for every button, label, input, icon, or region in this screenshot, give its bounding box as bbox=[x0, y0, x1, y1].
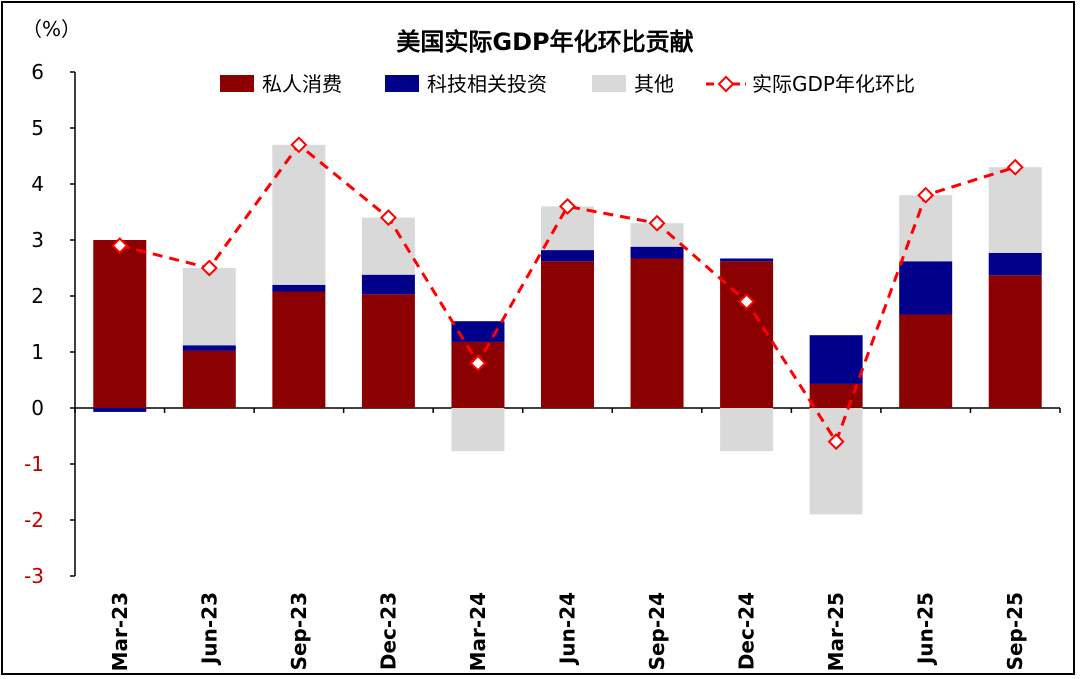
bar-other bbox=[899, 195, 953, 262]
gdp-point bbox=[1006, 158, 1024, 176]
chart-title: 美国实际GDP年化环比贡献 bbox=[396, 28, 693, 56]
legend-label-other: 其他 bbox=[634, 72, 674, 96]
bar-other bbox=[988, 167, 1042, 253]
x-tick-label: Sep-23 bbox=[287, 592, 311, 670]
x-tick-label: Sep-25 bbox=[1003, 592, 1027, 670]
y-tick-label: -2 bbox=[24, 508, 44, 532]
y-tick-label: 3 bbox=[31, 228, 44, 252]
bar-other bbox=[451, 408, 505, 452]
gdp-point bbox=[200, 259, 218, 277]
bar-private-consumption bbox=[541, 261, 594, 408]
y-tick-label: -1 bbox=[24, 452, 44, 476]
x-tick-label: Jun-23 bbox=[197, 592, 221, 666]
x-tick-label: Mar-25 bbox=[824, 592, 848, 671]
gdp-point bbox=[559, 197, 576, 215]
x-tick-label: Sep-24 bbox=[645, 592, 669, 670]
bar-private-consumption bbox=[720, 261, 774, 408]
x-tick-labels: Mar-23 Jun-23 Sep-23 Dec-23 Mar-24 Jun-24 Sep-… bbox=[108, 592, 1027, 671]
gdp-point bbox=[917, 186, 935, 204]
bar-private-consumption bbox=[93, 240, 147, 408]
y-tick-label: 2 bbox=[31, 284, 44, 308]
bar-other bbox=[720, 408, 774, 452]
bar-private-consumption bbox=[451, 341, 505, 408]
legend-marker-gdp bbox=[717, 75, 735, 93]
bar-tech-investment bbox=[809, 335, 863, 384]
bar-private-consumption bbox=[809, 383, 863, 408]
bar-tech-investment bbox=[630, 246, 684, 259]
x-tick-label: Dec-23 bbox=[376, 592, 400, 670]
bar-tech-investment bbox=[272, 284, 326, 292]
bar-other bbox=[630, 223, 684, 247]
bar-other bbox=[272, 144, 326, 285]
legend-label-gdp: 实际GDP年化环比 bbox=[752, 72, 915, 96]
x-tick-label: Mar-24 bbox=[466, 592, 490, 671]
legend: 私人消费 科技相关投资 其他 实际GDP年化环比 bbox=[220, 72, 915, 96]
legend-label-tech-investment: 科技相关投资 bbox=[427, 72, 547, 96]
bar-tech-investment bbox=[93, 408, 147, 412]
x-tick-label: Mar-23 bbox=[108, 592, 132, 671]
legend-swatch-private-consumption bbox=[220, 75, 254, 92]
bar-tech-investment bbox=[182, 345, 236, 351]
bar-tech-investment bbox=[899, 261, 953, 315]
gdp-point bbox=[827, 433, 845, 451]
bar-private-consumption bbox=[988, 275, 1042, 408]
bar-tech-investment bbox=[541, 250, 594, 262]
gdp-point bbox=[290, 136, 308, 154]
y-tick-label: -3 bbox=[24, 564, 44, 588]
bar-other bbox=[809, 408, 863, 515]
bar-tech-investment bbox=[451, 321, 505, 342]
y-tick-label: 1 bbox=[31, 340, 44, 364]
x-tick-label: Jun-25 bbox=[914, 592, 938, 666]
gdp-point bbox=[648, 214, 666, 232]
gdp-line bbox=[119, 142, 1016, 445]
bars bbox=[93, 144, 1042, 515]
bar-tech-investment bbox=[988, 252, 1042, 276]
bar-private-consumption bbox=[361, 294, 415, 408]
gdp-point bbox=[111, 237, 129, 255]
y-tick-label: 5 bbox=[31, 116, 44, 140]
y-tick-label: 4 bbox=[31, 172, 44, 196]
gdp-point bbox=[379, 209, 397, 227]
legend-label-private-consumption: 私人消费 bbox=[262, 72, 342, 96]
gdp-line-layer bbox=[111, 136, 1024, 451]
x-tick-label: Jun-24 bbox=[556, 592, 580, 666]
bar-tech-investment bbox=[361, 274, 415, 295]
gdp-point bbox=[738, 293, 756, 311]
legend-swatch-tech-investment bbox=[385, 75, 419, 92]
gdp-point bbox=[469, 354, 487, 372]
legend-swatch-other bbox=[592, 75, 626, 92]
y-tick-label: 0 bbox=[31, 396, 44, 420]
bar-private-consumption bbox=[182, 350, 236, 408]
bar-private-consumption bbox=[630, 258, 684, 408]
bar-private-consumption bbox=[899, 314, 953, 408]
bar-private-consumption bbox=[272, 291, 326, 408]
bar-tech-investment bbox=[720, 258, 774, 262]
bar-other bbox=[182, 268, 236, 346]
x-tick-label: Dec-24 bbox=[735, 592, 759, 670]
y-unit-label: （%） bbox=[22, 17, 81, 41]
y-tick-label: 6 bbox=[31, 60, 44, 84]
